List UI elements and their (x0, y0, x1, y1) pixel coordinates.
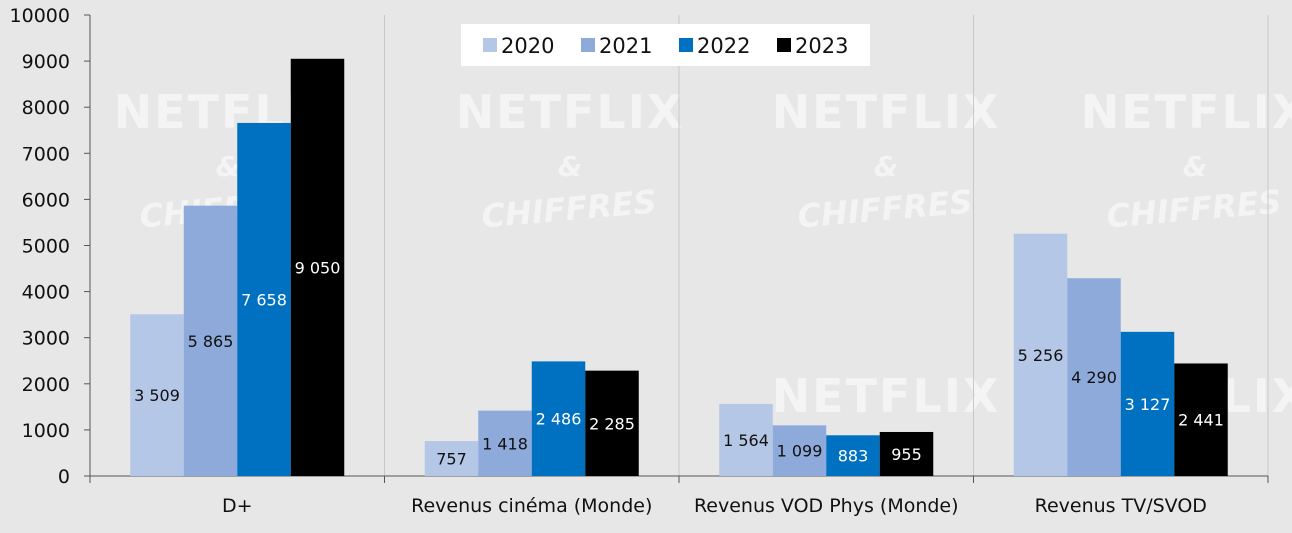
y-tick-label: 2000 (22, 374, 70, 396)
watermark-line3: CHIFFRES (1105, 182, 1283, 235)
y-tick-label: 5000 (22, 236, 70, 258)
bar (826, 435, 880, 476)
bar (719, 403, 773, 476)
watermark-line1: NETFLIX (1081, 85, 1292, 139)
bar (879, 431, 934, 476)
bar (424, 441, 479, 476)
watermark-line3: CHIFFRES (796, 182, 974, 235)
watermark-line2: & (874, 150, 898, 183)
bar (772, 425, 827, 476)
data-label: 7 658 (241, 290, 287, 309)
bar (237, 122, 291, 477)
data-label: 9 050 (295, 258, 341, 277)
data-label: 2 285 (589, 414, 635, 433)
watermark-line3: CHIFFRES (480, 182, 658, 235)
watermark-line2: & (1183, 150, 1207, 183)
data-label: 1 099 (777, 442, 823, 461)
legend-swatch (483, 38, 497, 52)
bar (130, 314, 184, 476)
data-label: 955 (891, 445, 922, 464)
watermark: NETFLIX &CHIFFRES (1081, 85, 1292, 236)
bar (1013, 233, 1068, 476)
y-tick-label: 10000 (10, 5, 70, 27)
data-label: 3 127 (1125, 395, 1171, 414)
legend-swatch (679, 38, 693, 52)
bar (1067, 278, 1121, 476)
data-label: 5 865 (188, 332, 234, 351)
watermark: NETFLIX (772, 369, 1001, 423)
legend-box (461, 24, 870, 66)
watermark-line1: NETFLIX (772, 85, 1001, 139)
watermark: NETFLIX &CHIFFRES (456, 85, 685, 236)
y-tick-label: 8000 (22, 97, 70, 119)
data-label: 5 256 (1018, 346, 1064, 365)
y-tick-label: 7000 (22, 143, 70, 165)
y-tick-label: 0 (58, 466, 70, 488)
watermark-line1: NETFLIX (456, 85, 685, 139)
y-tick-label: 4000 (22, 282, 70, 304)
bar (290, 58, 345, 477)
y-tick-label: 3000 (22, 328, 70, 350)
watermark-line1: NETFLIX (772, 369, 1001, 423)
data-label: 1 418 (482, 434, 528, 453)
x-tick-label: Revenus cinéma (Monde) (411, 495, 652, 517)
y-tick-label: 9000 (22, 51, 70, 73)
x-tick-label: D+ (222, 495, 253, 517)
data-label: 2 486 (536, 410, 582, 429)
y-tick-label: 1000 (22, 420, 70, 442)
bar (1174, 363, 1228, 476)
bar (585, 370, 639, 476)
bar (1120, 331, 1175, 476)
legend-label: 2023 (795, 34, 848, 58)
legend-swatch (581, 38, 595, 52)
data-label: 757 (436, 450, 467, 469)
data-label: 1 564 (723, 431, 769, 450)
watermark-line2: & (216, 150, 240, 183)
legend-label: 2021 (599, 34, 652, 58)
data-label: 4 290 (1071, 368, 1117, 387)
legend: 2020 2021 2022 2023 (461, 24, 870, 66)
data-label: 2 441 (1178, 411, 1224, 430)
y-tick-label: 6000 (22, 189, 70, 211)
bar (478, 410, 532, 476)
bar (183, 205, 238, 476)
x-tick-label: Revenus TV/SVOD (1035, 495, 1207, 517)
watermark-line2: & (558, 150, 582, 183)
legend-swatch (777, 38, 791, 52)
x-tick-label: Revenus VOD Phys (Monde) (694, 495, 959, 517)
legend-label: 2022 (697, 34, 750, 58)
legend-label: 2020 (501, 34, 554, 58)
bar (531, 361, 586, 476)
watermark: NETFLIX &CHIFFRES (772, 85, 1001, 236)
data-label: 3 509 (134, 386, 180, 405)
data-label: 883 (838, 447, 869, 466)
